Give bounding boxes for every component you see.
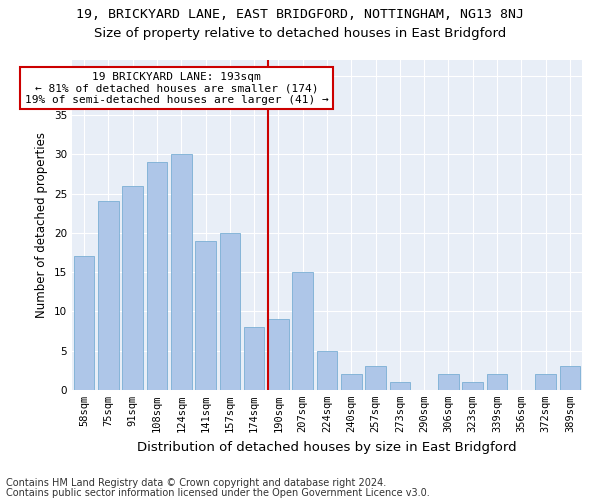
Bar (74, 256, 94, 390)
Text: Contains public sector information licensed under the Open Government Licence v3: Contains public sector information licen… (6, 488, 430, 498)
Bar (244, 327, 265, 390)
Bar (146, 162, 167, 390)
Text: Contains HM Land Registry data © Crown copyright and database right 2024.: Contains HM Land Registry data © Crown c… (6, 478, 386, 488)
Bar (535, 374, 556, 390)
Bar (389, 382, 410, 390)
Bar (195, 240, 216, 390)
Text: Size of property relative to detached houses in East Bridgford: Size of property relative to detached ho… (94, 28, 506, 40)
Bar (292, 272, 313, 390)
Bar (98, 202, 119, 390)
Bar (365, 366, 386, 390)
Bar (220, 233, 240, 390)
Text: 19, BRICKYARD LANE, EAST BRIDGFORD, NOTTINGHAM, NG13 8NJ: 19, BRICKYARD LANE, EAST BRIDGFORD, NOTT… (76, 8, 524, 20)
Bar (438, 374, 459, 390)
Bar (341, 374, 362, 390)
Bar (171, 154, 191, 390)
Text: 19 BRICKYARD LANE: 193sqm
← 81% of detached houses are smaller (174)
19% of semi: 19 BRICKYARD LANE: 193sqm ← 81% of detac… (25, 72, 328, 105)
Bar (122, 186, 143, 390)
Bar (487, 374, 508, 390)
Bar (268, 320, 289, 390)
Bar (317, 350, 337, 390)
X-axis label: Distribution of detached houses by size in East Bridgford: Distribution of detached houses by size … (137, 440, 517, 454)
Bar (560, 366, 580, 390)
Bar (463, 382, 483, 390)
Y-axis label: Number of detached properties: Number of detached properties (35, 132, 49, 318)
